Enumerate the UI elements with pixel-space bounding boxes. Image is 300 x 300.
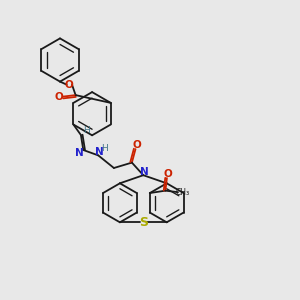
Text: H: H <box>101 144 108 153</box>
Text: CH₃: CH₃ <box>176 188 190 197</box>
Text: O: O <box>54 92 63 102</box>
Text: N: N <box>75 148 83 158</box>
Text: O: O <box>133 140 141 151</box>
Text: H: H <box>83 126 90 135</box>
Text: N: N <box>140 167 149 177</box>
Text: S: S <box>139 216 148 229</box>
Text: O: O <box>65 80 74 90</box>
Text: N: N <box>95 147 104 158</box>
Text: O: O <box>164 169 172 179</box>
